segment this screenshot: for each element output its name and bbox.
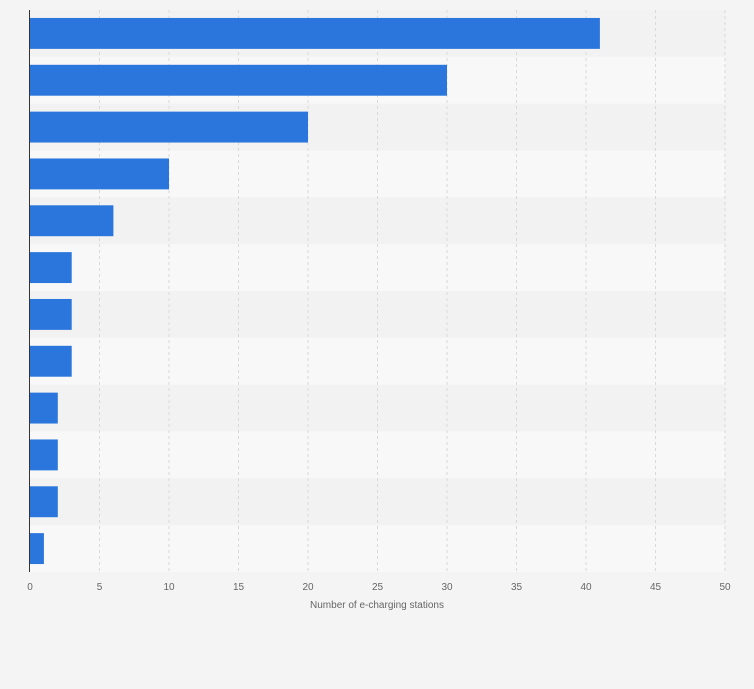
x-tick-label: 45: [650, 582, 662, 593]
bar: [30, 252, 72, 284]
x-tick-label: 15: [233, 582, 245, 593]
gridlines: [99, 10, 726, 572]
bars: [30, 17, 600, 565]
bar: [30, 205, 114, 237]
bar: [30, 439, 58, 471]
x-tick-label: 40: [580, 582, 592, 593]
bar: [30, 111, 308, 143]
x-tick-label: 25: [372, 582, 384, 593]
bar: [30, 533, 44, 565]
bar: [30, 158, 169, 190]
bar: [30, 17, 600, 49]
x-tick-labels: 0 5 10 15 20 25 30 35 40 45 50: [27, 582, 731, 593]
x-tick-label: 20: [302, 582, 314, 593]
x-axis-title: Number of e-charging stations: [310, 600, 444, 611]
x-tick-label: 50: [719, 582, 731, 593]
x-tick-label: 0: [27, 582, 33, 593]
bar: [30, 392, 58, 424]
bar: [30, 64, 447, 96]
bar: [30, 486, 58, 518]
bar: [30, 298, 72, 330]
bar: [30, 345, 72, 377]
x-tick-label: 10: [163, 582, 175, 593]
x-tick-label: 35: [511, 582, 523, 593]
x-tick-label: 5: [97, 582, 103, 593]
x-tick-label: 30: [441, 582, 453, 593]
